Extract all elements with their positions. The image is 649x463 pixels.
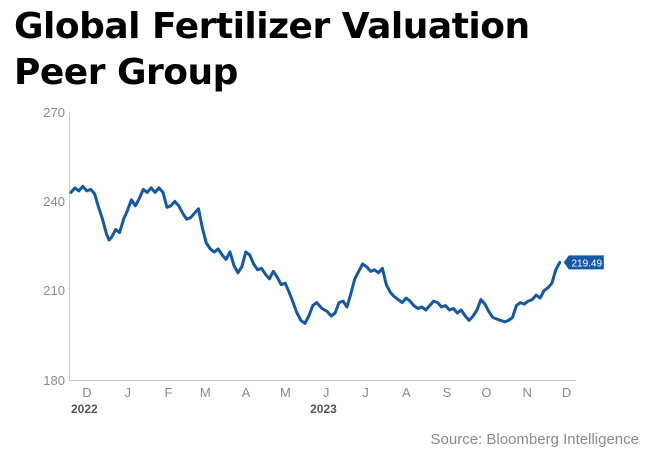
x-tick-label: M [280, 385, 291, 400]
x-tick-label: D [562, 385, 571, 400]
x-tick-label: J [323, 385, 330, 400]
series-group [69, 184, 562, 325]
series-line [69, 184, 562, 325]
x-tick-label: N [522, 385, 531, 400]
y-tick-label: 210 [43, 283, 65, 298]
last-value-marker: 219.49 [563, 255, 604, 270]
x-tick-label: M [200, 385, 211, 400]
y-axis-ticks: 270 240 210 180 [43, 105, 65, 388]
y-tick-label: 240 [43, 194, 65, 209]
last-value-label: 219.49 [571, 258, 602, 269]
x-tick-label: O [481, 385, 491, 400]
x-tick-label: S [443, 385, 452, 400]
x-tick-label: J [124, 385, 131, 400]
chart-title-line-1: Global Fertilizer Valuation [14, 6, 530, 47]
last-value-flag [563, 255, 604, 270]
x-tick-label: A [242, 385, 251, 400]
x-tick-label: D [82, 385, 91, 400]
y-tick-label: 270 [43, 105, 65, 120]
x-axis-ticks: D J F M A M J J A S O N D 2022 2023 [71, 385, 571, 416]
source-note: Source: Bloomberg Intelligence [430, 431, 639, 448]
x-tick-label: A [402, 385, 411, 400]
y-tick-label: 180 [43, 373, 65, 388]
x-tick-label: J [362, 385, 369, 400]
x-year-label: 2022 [71, 402, 98, 416]
chart-title: Global Fertilizer Valuation Peer Group [14, 4, 634, 96]
chart-title-line-2: Peer Group [14, 52, 238, 93]
x-year-label: 2023 [310, 402, 337, 416]
x-tick-label: F [164, 385, 172, 400]
